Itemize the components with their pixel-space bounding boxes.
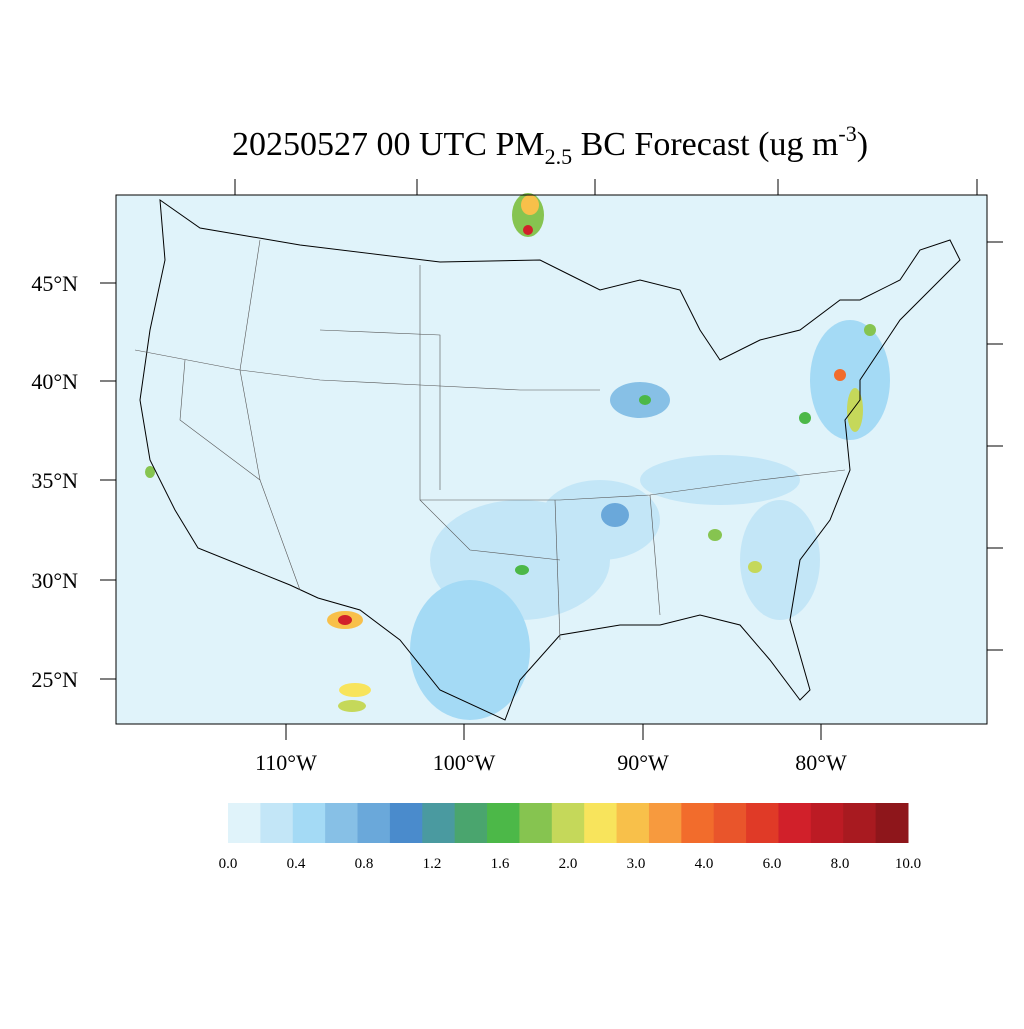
colorbar-swatch (616, 803, 650, 843)
title-superscript: -3 (838, 121, 856, 146)
map-panel (115, 193, 988, 725)
colorbar-swatch (551, 803, 585, 843)
colorbar-swatch (325, 803, 359, 843)
colorbar-swatch (875, 803, 909, 843)
state-borders (134, 239, 846, 641)
concentration-field (145, 193, 890, 720)
colorbar-swatch (292, 803, 326, 843)
axis-ticks: 45°N 40°N 35°N 30°N 25°N 110°W 100°W 90°W 80°W (31, 179, 1003, 775)
colorbar-swatch (681, 803, 715, 843)
title-part: 20250527 00 UTC PM (232, 126, 545, 163)
lon-label: 90°W (617, 750, 669, 775)
title-part: ) (857, 126, 868, 163)
colorbar-swatch (357, 803, 391, 843)
title: 20250527 00 UTC PM2.5 BC Forecast (ug m-… (232, 121, 868, 169)
colorbar-swatch (778, 803, 812, 843)
colorbar-swatch (843, 803, 877, 843)
colorbar-label: 4.0 (695, 856, 714, 872)
title-part: BC Forecast (ug m (572, 126, 838, 163)
colorbar-swatch (389, 803, 423, 843)
colorbar-label: 6.0 (763, 856, 782, 872)
lat-label: 35°N (31, 468, 78, 493)
map-background (116, 195, 987, 724)
map-frame (115, 194, 988, 725)
title-subscript: 2.5 (545, 144, 573, 169)
colorbar: 0.0 0.4 0.8 1.2 1.6 2.0 3.0 4.0 6.0 8.0 10.0 (219, 803, 921, 872)
lon-label: 100°W (433, 750, 496, 775)
colorbar-swatch (228, 803, 261, 843)
colorbar-swatch (746, 803, 779, 843)
colorbar-label: 3.0 (627, 856, 646, 872)
colorbar-label: 1.6 (491, 856, 510, 872)
colorbar-label: 0.4 (287, 856, 306, 872)
lat-label: 25°N (31, 667, 78, 692)
colorbar-label: 0.0 (219, 856, 238, 872)
colorbar-swatch (487, 803, 520, 843)
lat-label: 45°N (31, 271, 78, 296)
colorbar-swatch (810, 803, 844, 843)
colorbar-label: 10.0 (895, 856, 921, 872)
lon-label: 110°W (255, 750, 317, 775)
colorbar-label: 0.8 (355, 856, 374, 872)
lat-label: 40°N (31, 369, 78, 394)
colorbar-swatch (648, 803, 682, 843)
colorbar-swatch (584, 803, 618, 843)
colorbar-swatch (422, 803, 456, 843)
lon-label: 80°W (795, 750, 847, 775)
colorbar-swatch (454, 803, 488, 843)
colorbar-label: 1.2 (423, 856, 442, 872)
colorbar-label: 2.0 (559, 856, 578, 872)
colorbar-swatch (713, 803, 747, 843)
lat-label: 30°N (31, 568, 78, 593)
colorbar-label: 8.0 (831, 856, 850, 872)
colorbar-swatch (260, 803, 294, 843)
coastline (139, 198, 961, 721)
colorbar-swatch (519, 803, 553, 843)
